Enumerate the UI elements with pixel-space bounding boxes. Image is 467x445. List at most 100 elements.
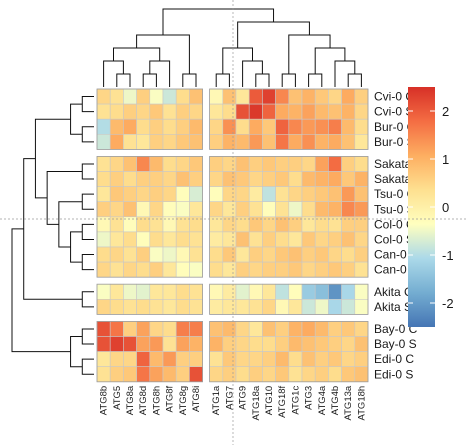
heatmap-cell xyxy=(248,156,263,172)
heatmap-cell xyxy=(109,156,124,172)
dendrogram-branch xyxy=(23,158,83,300)
row-label: Bur-0 S xyxy=(374,135,415,149)
heatmap-cell xyxy=(235,201,250,218)
column-label: ATG9 xyxy=(238,386,249,410)
dendrogram-branch xyxy=(281,73,296,87)
heatmap-cell xyxy=(189,103,203,120)
heatmap-cell xyxy=(136,261,151,278)
heatmap-cell xyxy=(209,201,224,218)
heatmap-cell xyxy=(328,246,342,263)
heatmap-cell xyxy=(209,118,224,135)
heatmap-cell xyxy=(248,118,263,135)
heatmap-cell xyxy=(149,171,164,187)
heatmap-cell xyxy=(354,298,369,315)
dendrogram-branch xyxy=(215,73,230,87)
heatmap-cell xyxy=(341,336,356,352)
cell-block-frame xyxy=(96,320,203,383)
heatmap-cell xyxy=(222,134,237,150)
heatmap-cell xyxy=(96,118,111,135)
cell-block-frame xyxy=(209,155,369,278)
heatmap-cell xyxy=(354,336,369,352)
heatmap-cell xyxy=(354,283,369,300)
heatmap-cell xyxy=(354,261,369,278)
heatmap-cell xyxy=(209,283,224,300)
heatmap-cell xyxy=(162,231,177,248)
heatmap-cell xyxy=(222,103,237,120)
heatmap-cell xyxy=(222,186,237,203)
column-label: ATG8a xyxy=(125,385,136,415)
heatmap-cell xyxy=(136,336,151,352)
cell-block-frame xyxy=(209,320,369,383)
heatmap-cell xyxy=(222,336,237,352)
heatmap-cell xyxy=(275,298,290,315)
column-label: ATG4a xyxy=(317,385,328,415)
heatmap-cell xyxy=(235,231,250,248)
heatmap-cell xyxy=(341,201,356,218)
dendrogram-branch xyxy=(81,291,94,308)
heatmap-cell xyxy=(235,171,250,187)
heatmap-cell xyxy=(275,261,290,278)
heatmap-cell xyxy=(262,171,276,187)
heatmap-cell xyxy=(209,298,224,315)
row-label: Can-0 S xyxy=(374,263,418,277)
heatmap-cell xyxy=(209,261,224,278)
row-label: Col-0 S xyxy=(374,232,414,246)
heatmap-cell xyxy=(328,321,342,337)
heatmap-cell xyxy=(149,88,164,105)
heatmap-cell xyxy=(354,231,369,248)
row-label: Tsu-0 S xyxy=(374,202,415,216)
heatmap-cell xyxy=(288,171,303,187)
heatmap-cell xyxy=(209,134,224,150)
heatmap-cell xyxy=(162,201,177,218)
cell-block-frame xyxy=(96,88,203,150)
heatmap-cell xyxy=(209,186,224,203)
legend-tick-label: 2 xyxy=(442,104,449,119)
heatmap-cell xyxy=(149,351,164,368)
heatmap-cell xyxy=(288,156,303,172)
heatmap-cell xyxy=(136,298,151,315)
heatmap-cell xyxy=(149,366,164,383)
heatmap-cell xyxy=(209,171,224,187)
heatmap-cell xyxy=(288,321,303,337)
cell-block-frame xyxy=(209,283,369,315)
heatmap-cell xyxy=(109,103,124,120)
heatmap-cell xyxy=(314,351,329,368)
column-label: ATG8h xyxy=(151,386,162,415)
dendrogram-branch xyxy=(70,103,83,135)
heatmap-cell xyxy=(162,134,177,150)
heatmap-cell xyxy=(109,231,124,248)
heatmap-cell xyxy=(314,231,329,248)
heatmap-cell xyxy=(275,186,290,203)
heatmap-cell xyxy=(341,231,356,248)
heatmap-cell xyxy=(248,283,263,300)
heatmap-cell xyxy=(301,351,316,368)
heatmap-cell xyxy=(235,366,250,383)
heatmap-cell xyxy=(209,366,224,383)
dendrogram-branch xyxy=(347,73,362,87)
heatmap-cell xyxy=(222,246,237,263)
heatmap-cell xyxy=(96,103,111,120)
heatmap-cell xyxy=(301,103,316,120)
heatmap-cell xyxy=(341,283,356,300)
column-label: ATG8b xyxy=(99,386,110,415)
heatmap-cell xyxy=(314,134,329,150)
heatmap-cell xyxy=(222,156,237,172)
heatmap-cell xyxy=(341,134,356,150)
heatmap-cell xyxy=(96,88,111,105)
heatmap-cell xyxy=(123,103,137,120)
heatmap-cell xyxy=(248,201,263,218)
heatmap-cell xyxy=(109,298,124,315)
row-dendrogram xyxy=(11,96,94,375)
heatmap-cell xyxy=(288,134,303,150)
legend-tick-label: 1 xyxy=(442,152,449,167)
heatmap-cell xyxy=(328,298,342,315)
heatmap-cell xyxy=(96,246,111,263)
heatmap-cell xyxy=(109,186,124,203)
column-dendrogram xyxy=(103,8,362,87)
heatmap-cell xyxy=(222,366,237,383)
heatmap-cell xyxy=(314,88,329,105)
heatmap-cell xyxy=(222,321,237,337)
heatmap-cell xyxy=(248,171,263,187)
column-label: ATG5 xyxy=(112,386,123,410)
heatmap-cell xyxy=(162,171,177,187)
